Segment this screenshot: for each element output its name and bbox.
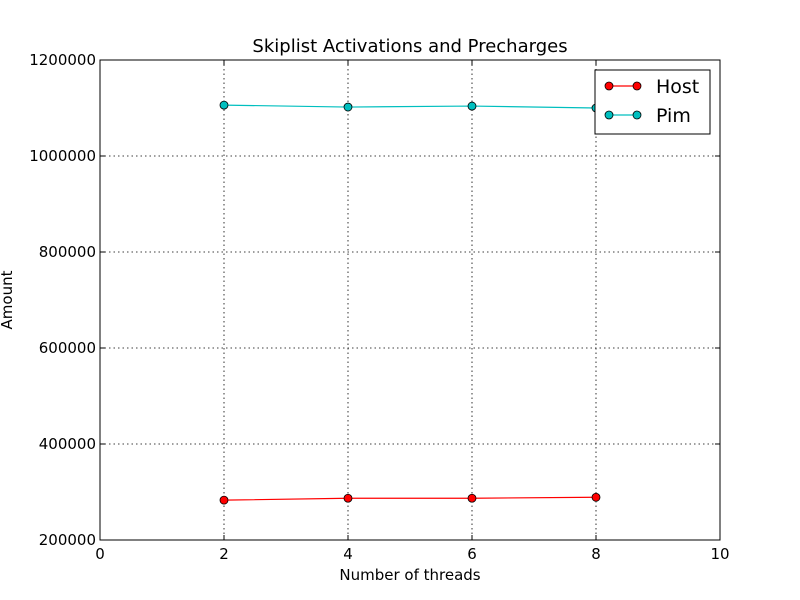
y-tick-label: 200000: [39, 531, 96, 549]
legend-label-host: Host: [656, 76, 699, 98]
legend-marker-pim: [604, 110, 614, 120]
chart-title: Skiplist Activations and Precharges: [252, 36, 567, 57]
data-point-host: [467, 493, 477, 503]
x-tick-label: 0: [95, 545, 105, 563]
y-axis-title: Amount: [0, 270, 16, 329]
y-tick-label: 1200000: [29, 51, 96, 69]
legend-label-pim: Pim: [656, 105, 691, 127]
data-point-pim: [467, 101, 477, 111]
series-host: [219, 492, 601, 505]
data-point-host: [219, 495, 229, 505]
grid: [100, 60, 720, 540]
legend-box: [594, 69, 711, 135]
y-tick-label: 600000: [39, 339, 96, 357]
ticks: 0 2 4 6 8 10 200000 400000 600000 800000 1000000 12…: [29, 51, 729, 563]
legend-marker-host: [632, 81, 642, 91]
legend: Host Pim: [594, 69, 711, 135]
series-line-pim: [223, 104, 597, 109]
series-line-host: [223, 496, 597, 501]
x-tick-label: 2: [219, 545, 229, 563]
data-point-pim: [219, 100, 229, 110]
x-tick-label: 4: [343, 545, 353, 563]
data-point-host: [591, 492, 601, 502]
x-tick-label: 10: [710, 545, 729, 563]
data-point-pim: [343, 102, 353, 112]
y-tick-label: 1000000: [29, 147, 96, 165]
y-tick-label: 400000: [39, 435, 96, 453]
data-point-host: [343, 493, 353, 503]
plot-frame: [99, 59, 721, 541]
y-tick-label: 800000: [39, 243, 96, 261]
legend-marker-pim: [632, 110, 642, 120]
x-axis-title: Number of threads: [339, 566, 480, 584]
legend-marker-host: [604, 81, 614, 91]
x-tick-label: 8: [591, 545, 601, 563]
x-tick-label: 6: [467, 545, 477, 563]
